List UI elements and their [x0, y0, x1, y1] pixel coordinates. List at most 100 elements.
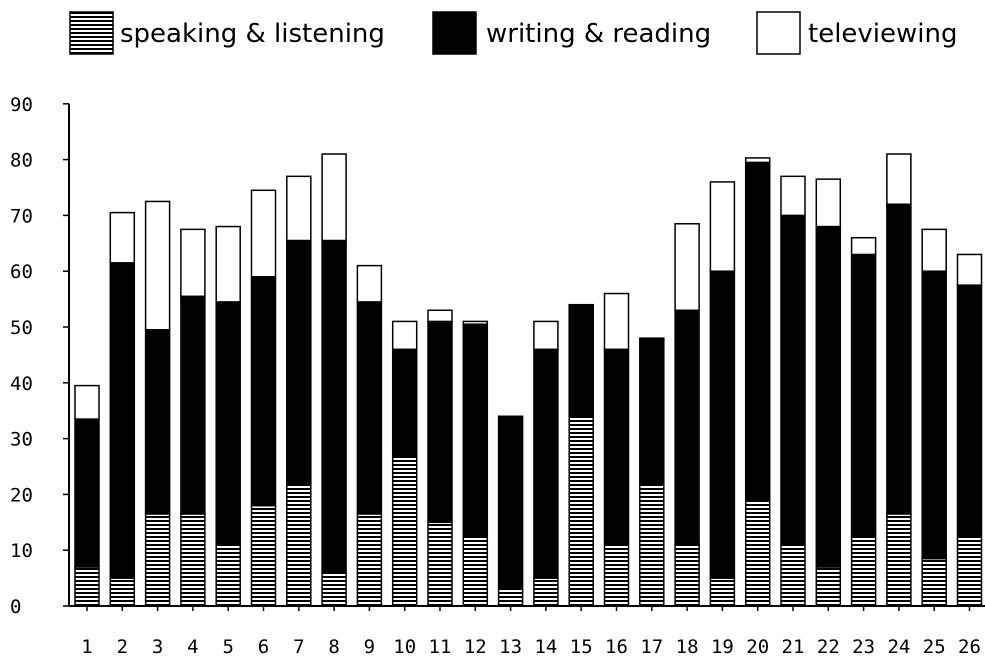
bar-segment-writing-reading-19	[709, 270, 736, 579]
bar-segment-speaking-listening-24	[886, 513, 912, 607]
bar-segment-televiewing-12	[462, 320, 489, 325]
bar-segment-writing-reading-6	[250, 276, 277, 507]
bar-segment-speaking-listening-21	[780, 543, 806, 607]
legend-label-televiewing: televiewing	[808, 19, 958, 49]
bar-segment-televiewing-1	[74, 384, 100, 420]
legend-item-writing-reading: writing & reading	[432, 11, 711, 55]
y-tick-label: 40	[10, 373, 33, 395]
bar-segment-writing-reading-21	[780, 214, 806, 546]
x-tick-label: 11	[429, 636, 452, 658]
bar-segment-speaking-listening-19	[709, 577, 736, 607]
bar-segment-speaking-listening-5	[215, 543, 241, 607]
x-tick-label: 7	[293, 636, 304, 658]
bar-segment-speaking-listening-11	[427, 521, 453, 607]
bar-segment-speaking-listening-15	[568, 415, 594, 607]
bar-segment-televiewing-4	[180, 228, 206, 298]
bar-segment-televiewing-22	[815, 178, 842, 228]
bar-segment-writing-reading-20	[744, 161, 771, 501]
x-tick-label: 4	[187, 636, 198, 658]
legend-swatch-televiewing	[756, 11, 801, 55]
bar-segment-speaking-listening-20	[744, 499, 771, 607]
legend-swatch-writing-reading	[432, 11, 477, 55]
x-tick-label: 1	[81, 636, 92, 658]
bar-segment-speaking-listening-1	[74, 566, 100, 607]
legend-item-speaking-listening: speaking & listening	[69, 11, 385, 55]
y-tick-label: 80	[10, 150, 33, 172]
y-tick-label: 0	[10, 596, 21, 618]
legend-swatch-speaking-listening	[69, 11, 114, 55]
bar-segment-televiewing-19	[709, 181, 736, 272]
bar-segment-writing-reading-22	[815, 225, 842, 568]
bar-segment-writing-reading-23	[850, 253, 877, 538]
x-tick-label: 12	[464, 636, 487, 658]
bar-segment-writing-reading-26	[956, 284, 983, 537]
x-tick-label: 21	[782, 636, 805, 658]
x-tick-label: 13	[499, 636, 522, 658]
plot-area: 1 2 3 4 5 6 7 8 9 10 11 12 13 14 15 16 17 18 19 20 21 22 23 24 2…	[10, 94, 985, 658]
bar-segment-speaking-listening-4	[180, 513, 206, 607]
bar-segment-televiewing-16	[603, 292, 630, 351]
x-tick-label: 26	[958, 636, 981, 658]
bar-segment-writing-reading-12	[462, 323, 489, 537]
bar-segment-speaking-listening-23	[850, 535, 877, 607]
x-tick-label: 8	[328, 636, 339, 658]
bar-segment-writing-reading-24	[886, 203, 912, 515]
bar-segment-writing-reading-25	[921, 270, 947, 560]
bar-segment-televiewing-26	[956, 253, 983, 286]
x-tick-label: 9	[364, 636, 375, 658]
x-tick-label: 18	[676, 636, 699, 658]
bar-segment-writing-reading-2	[109, 262, 136, 579]
x-tick-label: 5	[222, 636, 233, 658]
bar-segment-televiewing-6	[250, 189, 277, 278]
bar-segment-speaking-listening-3	[144, 513, 171, 607]
x-tick-label: 19	[711, 636, 734, 658]
bar-segment-writing-reading-3	[144, 329, 171, 515]
x-tick-label: 24	[887, 636, 910, 658]
legend-item-televiewing: televiewing	[756, 11, 958, 55]
bar-segment-speaking-listening-6	[250, 504, 277, 607]
bar-segment-writing-reading-17	[639, 337, 665, 484]
y-tick-label: 10	[10, 540, 33, 562]
x-tick-label: 20	[746, 636, 769, 658]
x-tick-label: 3	[152, 636, 163, 658]
bar-segment-speaking-listening-17	[639, 482, 665, 607]
x-tick-label: 14	[534, 636, 557, 658]
bar-segment-writing-reading-18	[674, 309, 700, 546]
bar-segment-speaking-listening-12	[462, 535, 489, 607]
x-tick-label: 2	[117, 636, 128, 658]
x-tick-label: 16	[605, 636, 628, 658]
bar-segment-speaking-listening-16	[603, 543, 630, 607]
bar-segment-televiewing-7	[286, 175, 312, 242]
legend: speaking & listening writing & reading t…	[69, 11, 958, 55]
bar-segment-televiewing-24	[886, 153, 912, 205]
bar-segment-speaking-listening-25	[921, 557, 947, 607]
bar-segment-speaking-listening-7	[286, 482, 312, 607]
bar-segment-writing-reading-1	[74, 418, 100, 568]
bar-segment-televiewing-5	[215, 225, 241, 303]
x-tick-label: 23	[852, 636, 875, 658]
y-tick-label: 20	[10, 484, 33, 506]
y-tick-label: 30	[10, 429, 33, 451]
y-tick-label: 60	[10, 261, 33, 283]
bar-segment-writing-reading-4	[180, 295, 206, 515]
bar-segment-televiewing-9	[356, 264, 383, 303]
y-tick-label: 90	[10, 94, 33, 116]
bar-segment-televiewing-11	[427, 309, 453, 323]
bar-segment-televiewing-2	[109, 211, 136, 264]
bar-segment-writing-reading-5	[215, 301, 241, 546]
bar-segment-writing-reading-9	[356, 301, 383, 515]
bar-segment-speaking-listening-2	[109, 577, 136, 607]
bar-segment-televiewing-25	[921, 228, 947, 272]
bar-segment-writing-reading-7	[286, 239, 312, 484]
bar-segment-speaking-listening-18	[674, 543, 700, 607]
bar-segment-speaking-listening-9	[356, 513, 383, 607]
bar-segment-writing-reading-16	[603, 348, 630, 546]
bar-segment-televiewing-20	[744, 157, 771, 164]
bar-segment-writing-reading-8	[321, 239, 347, 574]
legend-label-writing-reading: writing & reading	[486, 19, 711, 49]
bar-segment-speaking-listening-22	[815, 566, 842, 607]
bar-segment-speaking-listening-8	[321, 571, 347, 607]
bar-segment-writing-reading-13	[497, 415, 524, 591]
x-tick-label: 6	[258, 636, 269, 658]
